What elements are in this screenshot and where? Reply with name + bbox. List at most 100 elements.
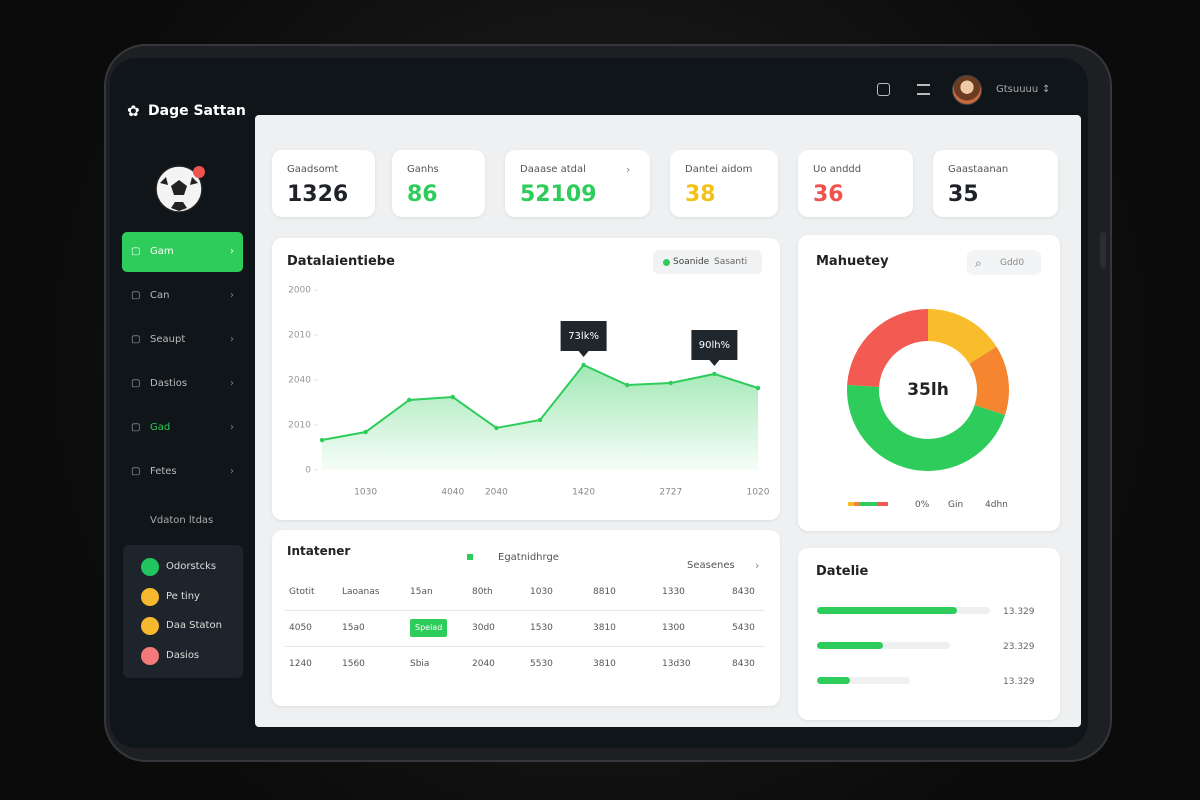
status-dot bbox=[141, 558, 159, 576]
nav-chevron: › bbox=[230, 378, 234, 389]
stat-value: 36 bbox=[813, 182, 844, 207]
search-box[interactable] bbox=[967, 250, 1041, 275]
status-dot bbox=[141, 587, 159, 606]
table-chevron: › bbox=[755, 559, 760, 572]
table-cell: 4050 bbox=[289, 623, 312, 633]
nav-chevron: › bbox=[230, 334, 234, 345]
progress-bar bbox=[817, 677, 850, 684]
icon-home[interactable] bbox=[877, 83, 890, 96]
user-name[interactable]: Gtsuuuu bbox=[996, 84, 1039, 95]
table-cell: 8810 bbox=[593, 587, 616, 597]
stat-card bbox=[505, 150, 650, 217]
table-link[interactable]: Seasenes bbox=[687, 560, 735, 571]
stat-label: Ganhs bbox=[407, 164, 439, 175]
legend-dot bbox=[663, 259, 670, 266]
status-dot bbox=[141, 646, 159, 665]
brand: Dage Sattan bbox=[148, 103, 246, 119]
nav-chevron: › bbox=[230, 466, 234, 477]
progress-track bbox=[817, 677, 910, 684]
user-chevron[interactable]: ↕ bbox=[1042, 84, 1051, 95]
soccer-ball bbox=[155, 165, 205, 213]
table-card bbox=[272, 530, 780, 706]
nav-icon: ▢ bbox=[131, 334, 141, 345]
progress-title: Datelie bbox=[816, 564, 869, 579]
stat-label: Daaase atdal bbox=[520, 164, 586, 175]
table-cell: 5530 bbox=[530, 659, 553, 669]
table-cell: 15a0 bbox=[342, 623, 365, 633]
donut-legend: 4dhn bbox=[985, 500, 1008, 510]
legend-swatch bbox=[854, 502, 860, 506]
table-cell: 1240 bbox=[289, 659, 312, 669]
nav-label[interactable]: Can bbox=[150, 290, 170, 301]
stat-value: 86 bbox=[407, 182, 438, 207]
nav-chevron: › bbox=[230, 422, 234, 433]
table-title: Intatener bbox=[287, 544, 351, 558]
nav-label[interactable]: Gam bbox=[150, 246, 174, 257]
nav-icon: ▢ bbox=[131, 246, 141, 257]
table-divider bbox=[285, 610, 765, 611]
table-cell: 13d30 bbox=[662, 659, 691, 669]
status-badge: Speiad bbox=[410, 619, 448, 637]
table-cell: 1560 bbox=[342, 659, 365, 669]
avatar[interactable] bbox=[952, 75, 982, 105]
table-cell: 1330 bbox=[662, 587, 685, 597]
table-cell: 30d0 bbox=[472, 623, 495, 633]
stat-value: 52109 bbox=[520, 182, 597, 207]
logo bbox=[155, 163, 205, 213]
nav-icon: ▢ bbox=[131, 378, 141, 389]
icon-menu[interactable] bbox=[917, 84, 930, 95]
stat-card bbox=[392, 150, 485, 217]
progress-bar bbox=[817, 642, 883, 649]
nav-chevron: › bbox=[230, 290, 234, 301]
donut-title: Mahuetey bbox=[816, 254, 889, 269]
stat-chevron: › bbox=[626, 163, 631, 176]
donut-legend: Gin bbox=[948, 500, 964, 510]
nav-label[interactable]: Seaupt bbox=[150, 334, 186, 345]
nav-icon: ▢ bbox=[131, 466, 141, 477]
progress-label: 13.329 bbox=[1003, 677, 1035, 687]
side-button bbox=[1100, 232, 1106, 268]
stat-label: Dantei aidom bbox=[685, 164, 753, 175]
table-cell: 8430 bbox=[732, 659, 755, 669]
table-cell: 8430 bbox=[732, 587, 755, 597]
nav-label[interactable]: Fetes bbox=[150, 466, 177, 477]
stat-card bbox=[272, 150, 375, 217]
status-label: Pe tiny bbox=[166, 590, 200, 602]
nav-section: Vdaton ltdas bbox=[150, 515, 214, 526]
table-cell: 3810 bbox=[593, 623, 616, 633]
nav-chevron: › bbox=[230, 246, 234, 257]
stat-card bbox=[670, 150, 778, 217]
stat-card bbox=[798, 150, 913, 217]
progress-label: 23.329 bbox=[1003, 642, 1035, 652]
nav-icon: ▢ bbox=[131, 422, 141, 433]
table-cell: Sbia bbox=[410, 659, 430, 669]
status-label: Dasios bbox=[166, 649, 200, 661]
line-card bbox=[272, 238, 780, 520]
nav-item[interactable] bbox=[122, 232, 243, 272]
stat-label: Uo anddd bbox=[813, 164, 862, 175]
table-cell: 5430 bbox=[732, 623, 755, 633]
legend-swatch bbox=[848, 502, 855, 506]
table-cell: 15an bbox=[410, 587, 433, 597]
table-legend-dot bbox=[467, 554, 473, 560]
legend-swatch bbox=[860, 502, 879, 506]
nav-label[interactable]: Gad bbox=[150, 422, 171, 433]
stat-value: 1326 bbox=[287, 182, 349, 207]
search-text[interactable]: Gdd0 bbox=[1000, 258, 1025, 268]
progress-label: 13.329 bbox=[1003, 607, 1035, 617]
table-cell: 1300 bbox=[662, 623, 685, 633]
table-cell: 80th bbox=[472, 587, 493, 597]
brand-icon: ✿ bbox=[127, 102, 140, 120]
legend-swatch bbox=[878, 502, 888, 506]
stat-label: Gaastaanan bbox=[948, 164, 1009, 175]
stat-value: 38 bbox=[685, 182, 716, 207]
status-label: Daa Staton bbox=[166, 620, 222, 631]
table-cell: Laoanas bbox=[342, 587, 380, 597]
table-cell: 3810 bbox=[593, 659, 616, 669]
nav-label[interactable]: Dastios bbox=[150, 378, 188, 389]
progress-card bbox=[798, 548, 1060, 720]
legend-pill bbox=[653, 250, 762, 274]
status-dot bbox=[141, 617, 159, 635]
table-cell: 1030 bbox=[530, 587, 553, 597]
